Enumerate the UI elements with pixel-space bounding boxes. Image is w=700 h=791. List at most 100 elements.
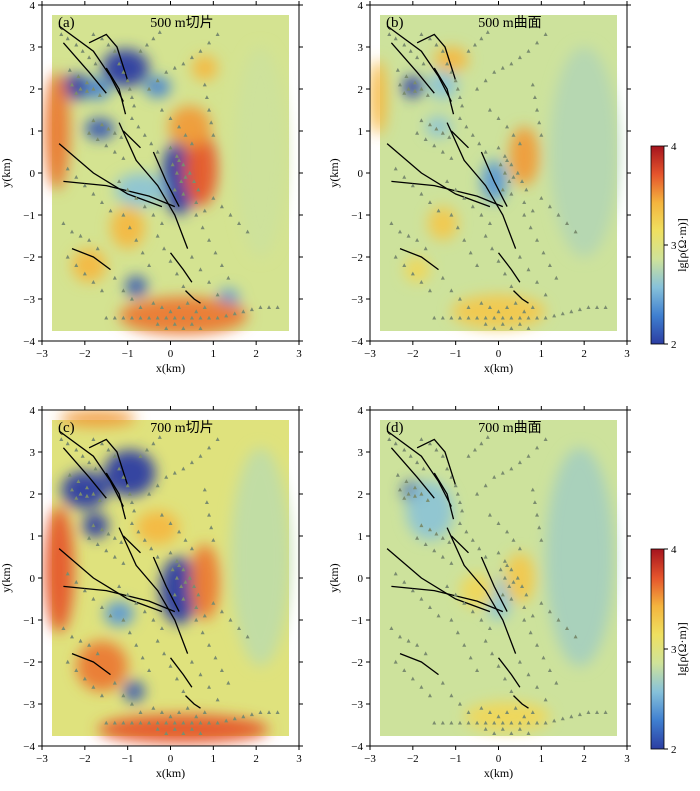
station-marker — [560, 716, 565, 721]
colorbar-top-ticks: 4 3 2 — [664, 141, 677, 351]
station-marker — [174, 676, 179, 681]
fault-line — [71, 652, 111, 676]
station-marker — [74, 42, 79, 47]
station-marker — [406, 86, 411, 91]
fault-line — [88, 438, 129, 486]
station-marker — [475, 491, 480, 496]
station-marker — [67, 67, 72, 72]
station-marker — [423, 651, 428, 656]
station-marker — [412, 485, 417, 490]
fault-line — [58, 548, 163, 613]
station-marker — [207, 720, 212, 725]
station-marker — [528, 630, 533, 635]
station-marker — [134, 238, 139, 242]
station-marker — [500, 470, 505, 475]
station-marker — [155, 638, 160, 643]
station-marker — [207, 643, 212, 647]
station-marker — [457, 500, 462, 504]
resistivity-anomaly — [402, 76, 424, 98]
station-marker — [59, 32, 64, 36]
station-marker — [490, 246, 495, 251]
station-marker — [181, 567, 186, 572]
station-marker — [237, 221, 242, 225]
resistivity-anomaly — [159, 557, 199, 625]
station-marker — [530, 710, 535, 714]
station-marker — [168, 664, 173, 668]
station-marker — [547, 263, 552, 267]
fault-line — [480, 556, 508, 612]
station-marker — [408, 49, 413, 53]
resistivity-anomaly — [545, 447, 615, 667]
station-marker — [535, 280, 540, 284]
station-marker — [483, 638, 488, 643]
station-marker — [91, 191, 96, 196]
fault-line — [399, 247, 439, 271]
station-marker — [91, 32, 96, 36]
station-marker — [59, 437, 64, 441]
station-marker — [99, 288, 104, 293]
station-marker — [522, 200, 527, 204]
station-marker — [121, 156, 126, 160]
station-marker — [425, 93, 430, 97]
station-marker — [440, 315, 445, 320]
fault-line — [386, 548, 491, 613]
station-marker — [74, 447, 79, 452]
resistivity-anomaly — [464, 701, 550, 732]
station-marker — [155, 149, 160, 154]
fault-line — [390, 447, 435, 499]
station-marker — [108, 613, 113, 618]
fault-line — [122, 130, 141, 149]
station-marker — [573, 229, 578, 234]
panel-d-y-axis-label: y(km) — [327, 563, 341, 592]
station-marker — [505, 529, 510, 534]
station-marker — [502, 575, 507, 580]
station-marker — [241, 714, 246, 719]
station-marker — [172, 727, 177, 731]
station-marker — [198, 49, 203, 53]
station-marker — [65, 36, 70, 41]
y-tick-label: 0 — [358, 573, 364, 585]
station-marker — [517, 720, 522, 725]
station-marker — [228, 212, 233, 217]
station-marker — [543, 292, 548, 297]
y-tick-label: −4 — [351, 336, 363, 348]
station-marker — [517, 55, 522, 60]
station-marker — [196, 187, 201, 192]
station-marker — [511, 133, 516, 137]
fault-line — [118, 527, 189, 654]
station-marker — [453, 483, 458, 488]
station-marker — [189, 460, 194, 465]
resistivity-anomaly — [427, 206, 458, 241]
station-marker — [207, 107, 212, 112]
station-marker — [410, 588, 415, 593]
station-marker — [492, 720, 497, 725]
station-marker — [421, 61, 426, 66]
station-marker — [192, 179, 197, 183]
station-marker — [151, 706, 156, 710]
station-marker — [419, 118, 424, 123]
station-marker — [112, 680, 117, 685]
station-marker — [475, 720, 480, 725]
station-marker — [189, 141, 194, 146]
station-marker — [460, 508, 465, 513]
station-marker — [80, 49, 85, 53]
station-marker — [498, 162, 503, 167]
resistivity-anomaly — [101, 49, 150, 87]
station-marker — [162, 651, 167, 656]
station-marker — [200, 225, 205, 230]
fault-line — [450, 130, 469, 149]
station-marker — [172, 315, 177, 320]
panel-c-label: (c) — [58, 420, 75, 436]
y-tick-label: 2 — [358, 84, 364, 96]
station-marker — [202, 710, 207, 714]
station-marker — [455, 630, 460, 635]
station-marker — [245, 229, 250, 234]
resistivity-anomaly — [504, 552, 535, 604]
panel-c-faults — [58, 430, 201, 709]
station-marker — [69, 487, 74, 492]
station-marker — [539, 196, 544, 200]
station-marker — [155, 78, 160, 83]
station-marker — [207, 685, 212, 689]
